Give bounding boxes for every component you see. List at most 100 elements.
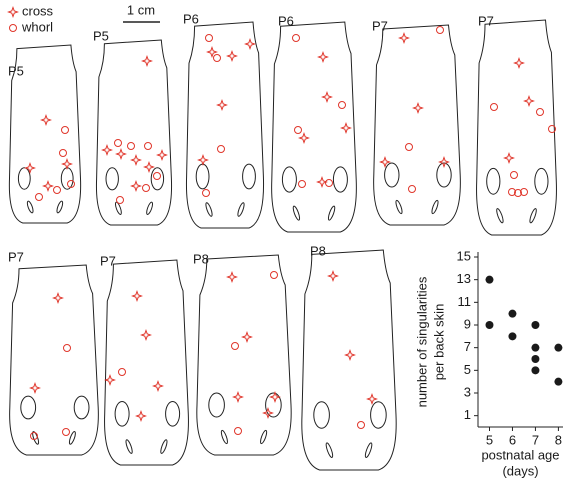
slit (220, 429, 228, 445)
cross-symbol (141, 55, 153, 67)
whorl-symbol (436, 26, 444, 34)
whorl-symbol (35, 193, 43, 201)
panel-label: P8 (193, 251, 209, 266)
cross-symbol (42, 180, 54, 192)
whorl-symbol (298, 180, 306, 188)
cross-symbol (130, 154, 142, 166)
slit (146, 201, 154, 215)
whorl-symbol (63, 344, 71, 352)
limb-hole (534, 167, 549, 195)
limb-hole (105, 167, 119, 191)
panel-label: P7 (478, 13, 494, 28)
cross-symbol (40, 114, 52, 126)
panel-label: P5 (8, 63, 24, 78)
whorl-symbol (30, 432, 38, 440)
cross-symbol (298, 132, 310, 144)
limb-hole (313, 401, 330, 429)
limb-hole (208, 392, 225, 418)
slit (237, 202, 245, 217)
limb-hole (60, 167, 74, 190)
cross-symbol (104, 374, 116, 386)
slit (395, 199, 403, 215)
panel-label: P5 (93, 28, 109, 43)
whorl-symbol (234, 427, 242, 435)
whorl-symbol (114, 139, 122, 147)
data-point (485, 321, 494, 329)
slit (160, 439, 168, 454)
y-tick-label: 5 (464, 362, 471, 377)
slit (327, 205, 336, 221)
y-tick-label: 9 (464, 316, 471, 331)
legend-whorl: whorl (21, 19, 53, 34)
cross-symbol (340, 122, 352, 134)
limb-hole (384, 162, 400, 188)
data-point (485, 275, 494, 284)
whorl-symbol (118, 368, 126, 376)
cross-symbol (7, 6, 19, 18)
cross-symbol (29, 382, 41, 394)
whorl-symbol (536, 108, 544, 116)
whorl-symbol (292, 34, 300, 42)
cross-symbol (52, 292, 64, 304)
y-tick-label: 7 (464, 339, 471, 354)
limb-hole (17, 167, 31, 190)
y-axis-label: number of singularities (414, 276, 429, 407)
whorl-symbol (338, 101, 346, 109)
slit (431, 199, 439, 215)
limb-hole (486, 167, 501, 195)
skin-outline (104, 259, 189, 466)
limb-hole (195, 163, 210, 190)
slit (292, 205, 301, 221)
limb-hole (150, 167, 165, 191)
cross-symbol (503, 152, 515, 164)
cross-symbol (135, 410, 147, 422)
cross-symbol (366, 393, 378, 405)
skin-outline (9, 264, 99, 456)
slit (260, 429, 268, 445)
slit (125, 439, 133, 454)
cross-symbol (226, 50, 238, 62)
limb-hole (436, 162, 452, 188)
limb-hole (242, 163, 256, 190)
whorl-symbol (142, 184, 150, 192)
whorl-symbol (490, 103, 498, 111)
skin-outline (185, 21, 265, 229)
cross-symbol (523, 95, 535, 107)
skin-outline (373, 24, 461, 226)
cross-symbol (61, 158, 73, 170)
cross-symbol (216, 99, 228, 111)
slit (56, 200, 64, 214)
whorl-symbol (62, 428, 70, 436)
cross-symbol (269, 391, 281, 403)
data-point (508, 332, 517, 341)
data-point (554, 343, 563, 352)
data-point (508, 309, 517, 318)
data-point (531, 321, 540, 329)
panel-label: P6 (183, 11, 199, 26)
cross-symbol (241, 331, 253, 343)
slit (364, 442, 373, 458)
limb-hole (265, 392, 282, 418)
whorl-symbol (357, 421, 365, 429)
slit (325, 442, 334, 458)
y-tick-label: 13 (457, 271, 471, 286)
limb-hole (20, 395, 37, 420)
slit (529, 208, 537, 224)
panel-label: P7 (100, 253, 116, 268)
x-tick-label: 7 (532, 432, 539, 447)
y-axis-label: per back skin (431, 304, 446, 381)
y-tick-label: 3 (464, 384, 471, 399)
y-tick-label: 1 (464, 407, 471, 422)
whorl-symbol (217, 145, 225, 153)
cross-symbol (344, 349, 356, 361)
limb-hole (165, 401, 181, 427)
panel-label: P7 (8, 249, 24, 264)
cross-symbol (115, 148, 127, 160)
whorl-symbol (153, 172, 161, 180)
whorl-symbol (213, 54, 221, 62)
limb-hole (370, 401, 387, 429)
cross-symbol (513, 57, 525, 69)
cross-symbol (140, 329, 152, 341)
whorl-symbol (508, 188, 516, 196)
data-point (554, 377, 563, 386)
